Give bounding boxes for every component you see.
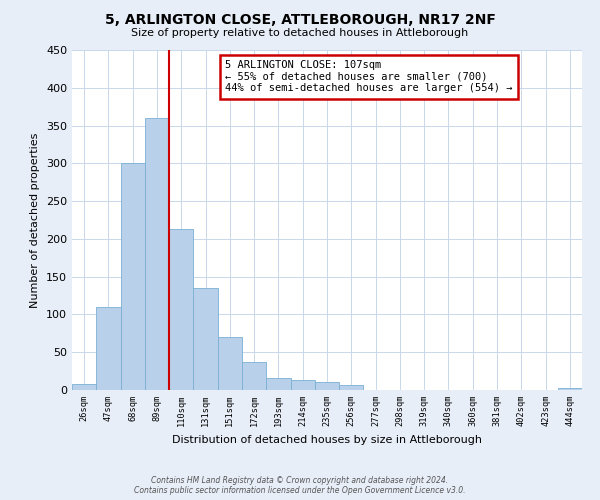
Bar — [315, 382, 339, 390]
Bar — [145, 118, 169, 390]
X-axis label: Distribution of detached houses by size in Attleborough: Distribution of detached houses by size … — [172, 434, 482, 444]
Bar — [169, 229, 193, 390]
Bar — [242, 362, 266, 390]
Text: Size of property relative to detached houses in Attleborough: Size of property relative to detached ho… — [131, 28, 469, 38]
Bar — [266, 378, 290, 390]
Text: Contains HM Land Registry data © Crown copyright and database right 2024.
Contai: Contains HM Land Registry data © Crown c… — [134, 476, 466, 495]
Bar — [558, 388, 582, 390]
Y-axis label: Number of detached properties: Number of detached properties — [31, 132, 40, 308]
Bar — [218, 337, 242, 390]
Bar — [72, 384, 96, 390]
Bar — [290, 380, 315, 390]
Bar — [96, 307, 121, 390]
Bar — [339, 386, 364, 390]
Bar — [121, 164, 145, 390]
Text: 5 ARLINGTON CLOSE: 107sqm
← 55% of detached houses are smaller (700)
44% of semi: 5 ARLINGTON CLOSE: 107sqm ← 55% of detac… — [225, 60, 512, 94]
Bar — [193, 288, 218, 390]
Text: 5, ARLINGTON CLOSE, ATTLEBOROUGH, NR17 2NF: 5, ARLINGTON CLOSE, ATTLEBOROUGH, NR17 2… — [104, 12, 496, 26]
